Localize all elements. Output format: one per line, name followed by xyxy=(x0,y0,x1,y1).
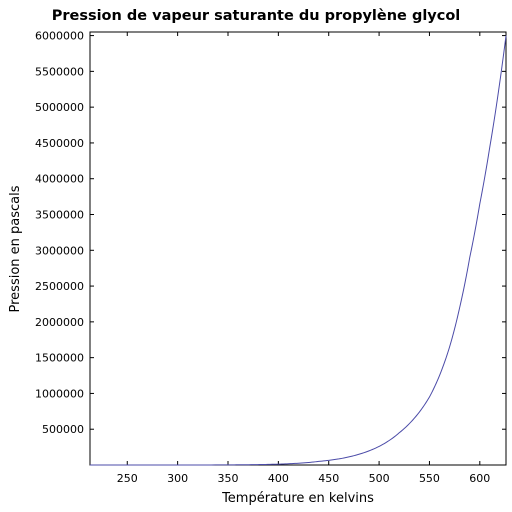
y-tick-label: 1000000 xyxy=(35,387,84,400)
x-tick-label: 550 xyxy=(419,472,440,485)
y-tick-label: 2500000 xyxy=(35,280,84,293)
y-tick-label: 5500000 xyxy=(35,65,84,78)
x-tick-label: 250 xyxy=(117,472,138,485)
x-tick-label: 300 xyxy=(167,472,188,485)
x-tick-label: 400 xyxy=(268,472,289,485)
plot-area-frame xyxy=(89,31,507,466)
chart-title: Pression de vapeur saturante du propylèn… xyxy=(52,8,461,24)
y-tick-label: 6000000 xyxy=(35,30,84,43)
y-tick-label: 3500000 xyxy=(35,209,84,222)
x-tick-label: 350 xyxy=(217,472,238,485)
x-tick-label: 600 xyxy=(469,472,490,485)
x-tick-label: 500 xyxy=(369,472,390,485)
y-tick-label: 500000 xyxy=(42,423,84,436)
x-tick-label: 450 xyxy=(318,472,339,485)
series-group xyxy=(90,35,507,466)
y-tick-label: 2000000 xyxy=(35,316,84,329)
series-line xyxy=(90,35,507,466)
y-tick-label: 5000000 xyxy=(35,101,84,114)
y-tick-label: 4500000 xyxy=(35,137,84,150)
x-axis-label: Température en kelvins xyxy=(221,491,374,506)
x-axis-ticks: 250 300 350 400 450 500 550 600 xyxy=(117,32,490,485)
y-tick-label: 3000000 xyxy=(35,244,84,257)
y-tick-label: 1500000 xyxy=(35,352,84,365)
y-axis-label: Pression en pascals xyxy=(8,185,23,312)
y-axis-ticks: 500000 1000000 1500000 2000000 2500000 300000… xyxy=(35,30,506,436)
y-tick-label: 4000000 xyxy=(35,173,84,186)
